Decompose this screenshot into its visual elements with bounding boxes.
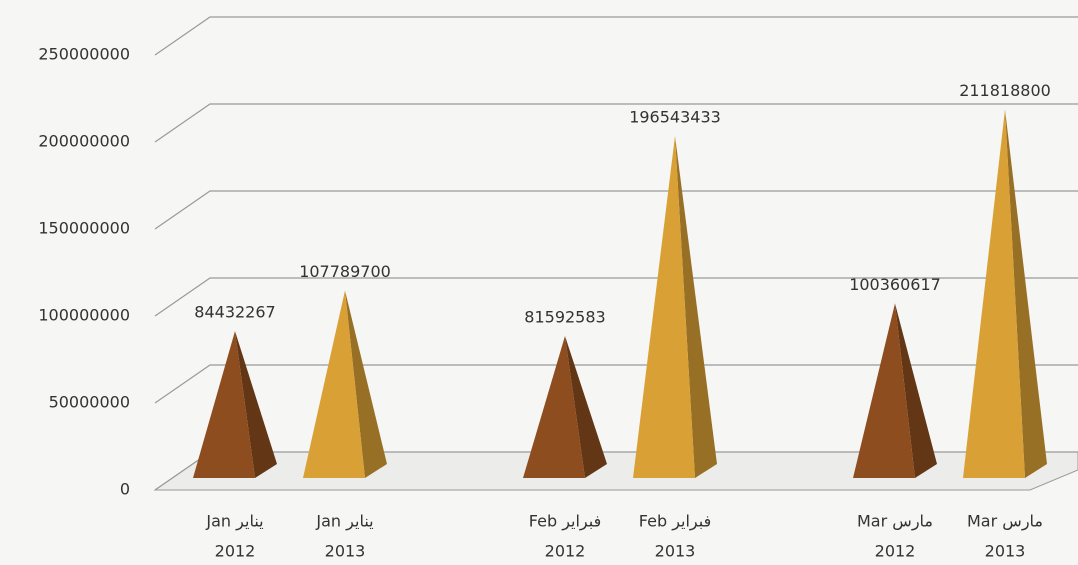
value-label: 107789700 [299,262,391,281]
floor [153,451,1078,491]
y-tick-label: 150000000 [38,219,130,238]
pyramid-front [633,136,695,479]
grid-line [154,364,1078,404]
pyramid-front [193,331,255,478]
x-tick-label: Jan يناير [315,512,373,532]
value-label: 84432267 [194,303,275,322]
pyramid-side [895,303,937,478]
pyramid-side [235,331,277,478]
pyramid-side [1005,109,1047,478]
x-tick-label: 2013 [985,542,1026,561]
pyramid-side [565,336,607,478]
grid-line [154,190,1078,230]
pyramid-front [523,336,585,478]
y-tick-label: 0 [120,480,130,499]
x-tick-label: 2013 [655,542,696,561]
pyramid-side [345,290,387,478]
y-tick-label: 200000000 [38,132,130,151]
value-label: 196543433 [629,108,721,127]
x-tick-label: 2012 [875,542,916,561]
pyramid-front [963,109,1025,478]
grid-line [154,103,1078,143]
pyramid-front [303,290,365,478]
value-label: 211818800 [959,81,1051,100]
x-tick-label: Jan يناير [205,512,263,532]
x-tick-label: Mar مارس [857,512,933,532]
y-tick-label: 250000000 [38,45,130,64]
grid-line [154,277,1078,317]
x-tick-label: Mar مارس [967,512,1043,532]
x-tick-label: 2012 [215,542,256,561]
x-tick-label: 2012 [545,542,586,561]
x-tick-label: Feb فبراير [639,512,711,532]
pyramid-side [675,136,717,479]
x-tick-label: Feb فبراير [529,512,601,532]
value-label: 81592583 [524,308,605,327]
pyramid-front [853,303,915,478]
value-label: 100360617 [849,275,941,294]
grid-line [154,16,1078,56]
y-tick-label: 100000000 [38,306,130,325]
y-tick-label: 50000000 [49,393,130,412]
x-tick-label: 2013 [325,542,366,561]
